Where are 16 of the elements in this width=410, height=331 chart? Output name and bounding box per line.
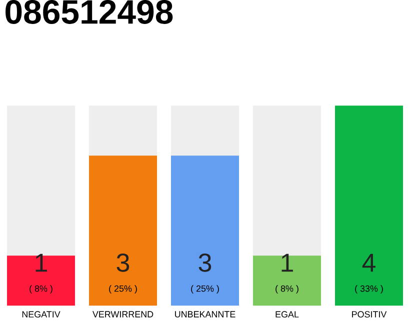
- annotation: ( 33% ): [355, 285, 383, 294]
- data-label: 3: [198, 254, 212, 272]
- data-label: 1: [36, 254, 47, 272]
- x-tick-label: EGAL: [276, 311, 299, 318]
- data-label: 4: [362, 254, 376, 272]
- x-tick-label: UNBEKANNTE: [175, 311, 236, 318]
- chart-title: 086512498: [6, 0, 173, 24]
- x-tick-label: POSITIV: [352, 311, 387, 318]
- x-tick-label: VERWIRREND: [92, 311, 154, 318]
- annotation: ( 25% ): [109, 285, 137, 294]
- annotation: ( 25% ): [191, 285, 219, 294]
- annotation: ( 8% ): [276, 285, 298, 294]
- data-label: 3: [116, 254, 130, 272]
- x-tick-label: NEGATIV: [22, 311, 60, 318]
- data-label: 1: [282, 254, 293, 272]
- annotation: ( 8% ): [30, 285, 52, 294]
